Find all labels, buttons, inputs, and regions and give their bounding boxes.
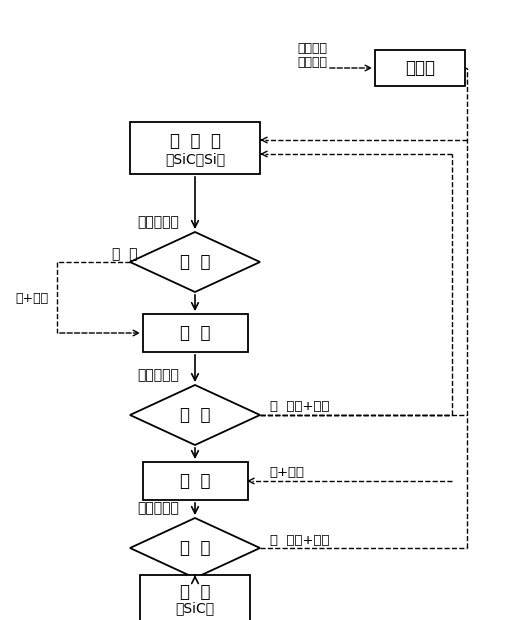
Text: （+水）: （+水） xyxy=(270,466,305,479)
Text: 液  体（+碱）: 液 体（+碱） xyxy=(270,533,330,546)
Text: （+碱）: （+碱） xyxy=(16,291,48,304)
Polygon shape xyxy=(130,385,260,445)
Text: 固  体: 固 体 xyxy=(180,472,210,490)
Text: 硅浓度达: 硅浓度达 xyxy=(297,42,327,55)
FancyBboxPatch shape xyxy=(375,50,465,86)
Text: 固  体: 固 体 xyxy=(180,324,210,342)
Text: 液  体（+碱）: 液 体（+碱） xyxy=(270,401,330,414)
Text: 到一定值: 到一定值 xyxy=(297,56,327,68)
Text: 液  体: 液 体 xyxy=(112,247,138,261)
Text: 废  油  砂: 废 油 砂 xyxy=(170,132,221,150)
Text: 分  离: 分 离 xyxy=(180,406,210,424)
Text: 分  离: 分 离 xyxy=(180,253,210,271)
Text: 第三次清洗: 第三次清洗 xyxy=(137,501,179,515)
Text: 固  体: 固 体 xyxy=(180,583,210,601)
Text: 硅溶胶: 硅溶胶 xyxy=(405,59,435,77)
Polygon shape xyxy=(130,232,260,292)
Polygon shape xyxy=(130,518,260,578)
FancyBboxPatch shape xyxy=(142,462,247,500)
Text: 第二次清洗: 第二次清洗 xyxy=(137,368,179,382)
Text: （SiC）: （SiC） xyxy=(175,601,215,615)
FancyBboxPatch shape xyxy=(142,314,247,352)
Text: （SiC＋Si）: （SiC＋Si） xyxy=(165,153,225,166)
Text: 第一次清洗: 第一次清洗 xyxy=(137,215,179,229)
FancyBboxPatch shape xyxy=(130,122,260,174)
Text: 分  离: 分 离 xyxy=(180,539,210,557)
FancyBboxPatch shape xyxy=(140,575,250,620)
